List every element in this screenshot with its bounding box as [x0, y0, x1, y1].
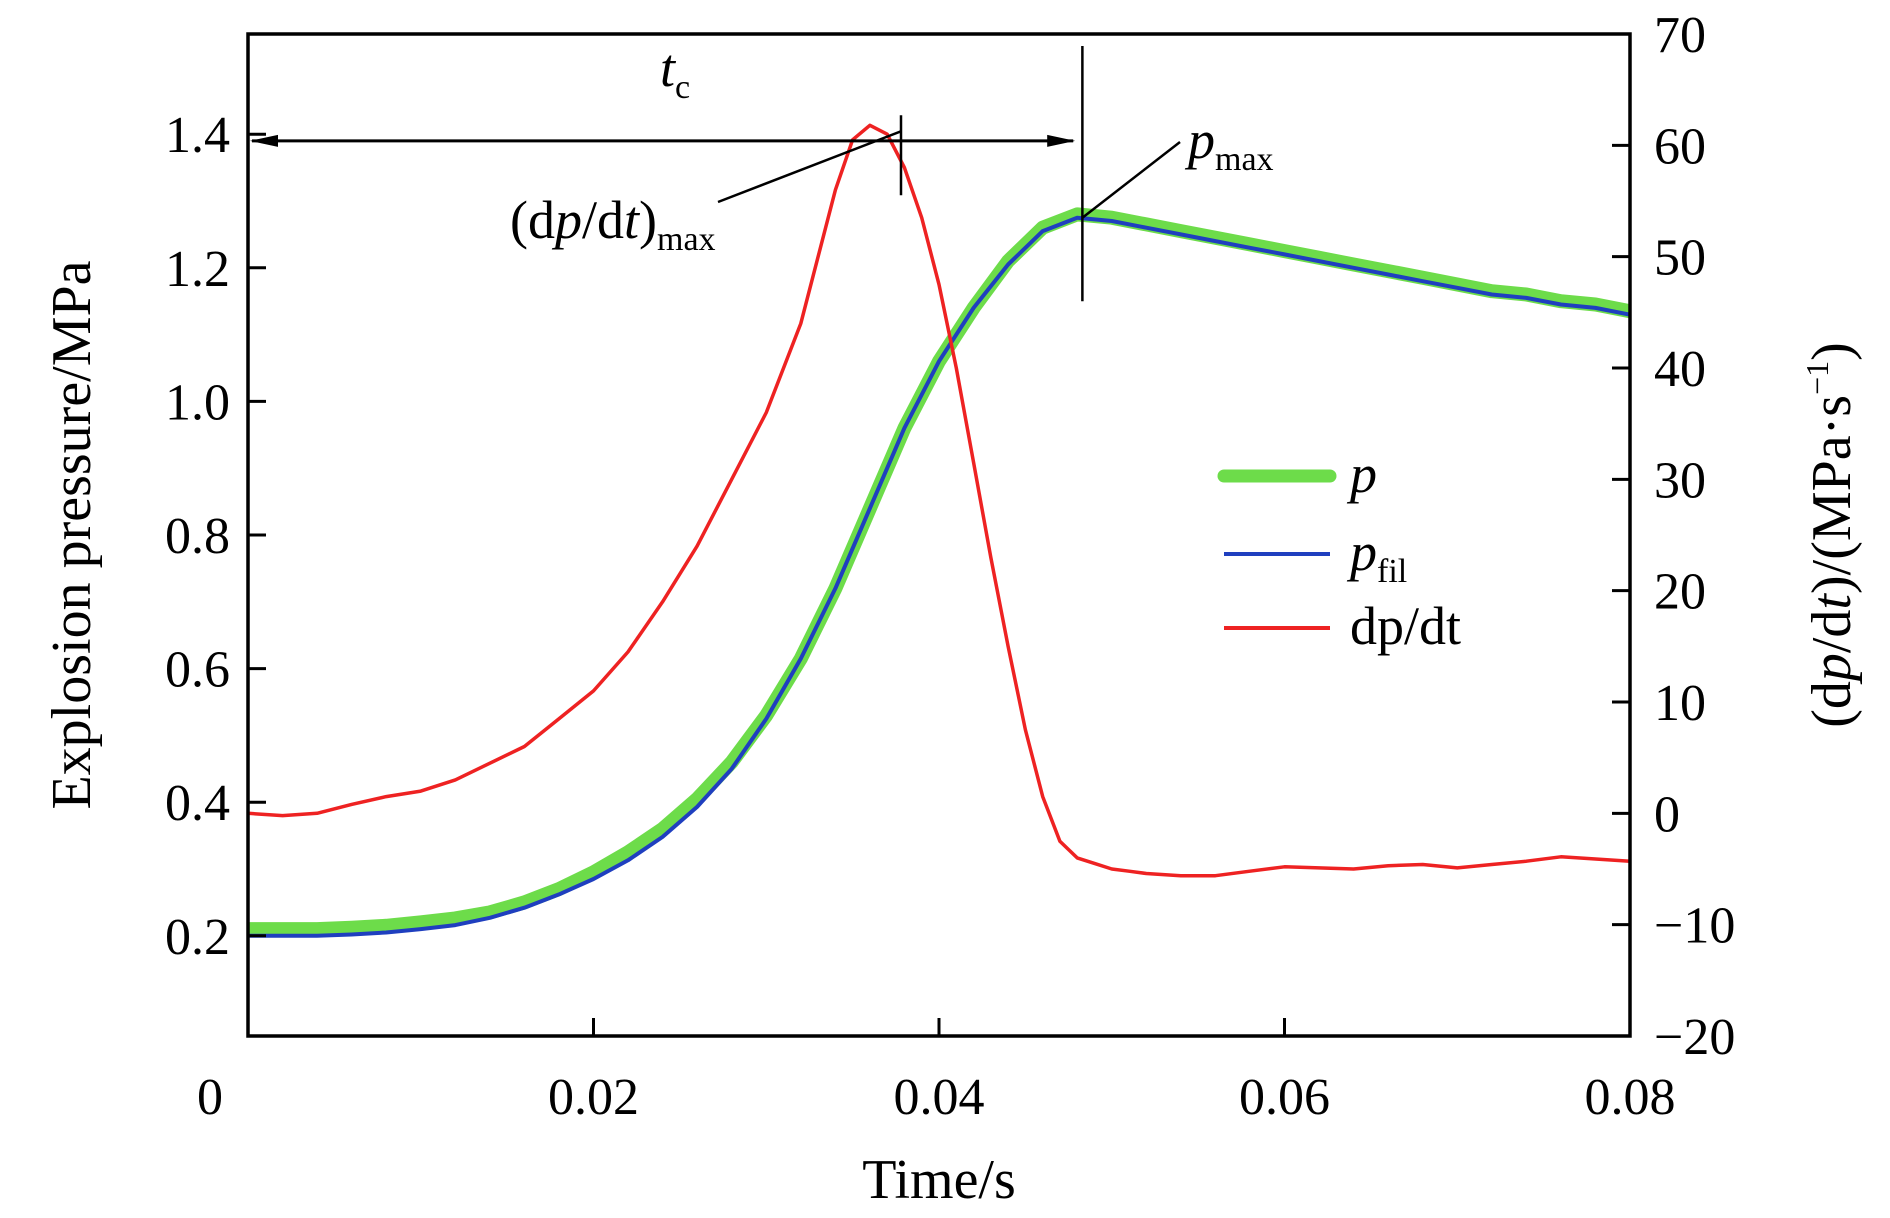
pmax-leader-line	[1081, 141, 1181, 219]
tc-arrow-head-right	[1047, 134, 1076, 147]
y-right-tick-label: 20	[1654, 564, 1706, 621]
y-right-axis-title: (dp/dt)/(MPa·s−1)	[1799, 342, 1863, 728]
y-right-tick-label: 0	[1654, 786, 1680, 843]
y-left-tick-label: 0.2	[165, 909, 230, 966]
legend: p pfil dp/dt	[1217, 444, 1461, 656]
y-right-tick-label: −10	[1654, 898, 1735, 955]
y-left-tick-label: 1.4	[165, 107, 230, 164]
x-tick-label: 0	[197, 1069, 223, 1126]
pmax-label: pmax	[1184, 110, 1274, 178]
y-right-tick-label: 60	[1654, 118, 1706, 175]
y-left-tick-label: 1.0	[165, 374, 230, 431]
y-left-axis-ticks: 0.2 0.4 0.6 0.8 1.0 1.2 1.4	[165, 107, 266, 966]
legend-label-dpdt: dp/dt	[1350, 596, 1461, 656]
y-left-tick-label: 0.4	[165, 775, 230, 832]
dpdt-max-label: (dp/dt)max	[510, 190, 716, 258]
legend-label-pfil: pfil	[1346, 522, 1407, 590]
y-left-axis-title: Explosion pressure/MPa	[41, 260, 103, 809]
series-line-p-fil	[248, 215, 1630, 938]
x-tick-label: 0.08	[1585, 1069, 1676, 1126]
y-right-tick-label: 40	[1654, 341, 1706, 398]
x-tick-label: 0.04	[894, 1069, 985, 1126]
series-line-dp-dt	[248, 123, 1630, 878]
series-layer	[248, 123, 1630, 938]
y-left-tick-label: 0.6	[165, 642, 230, 699]
tc-arrow-head-left	[250, 134, 278, 147]
y-left-tick-label: 1.2	[165, 241, 230, 298]
x-tick-label: 0.02	[548, 1069, 639, 1126]
x-tick-label: 0.06	[1239, 1069, 1330, 1126]
x-axis-ticks: 0 0.02 0.04 0.06 0.08	[197, 1018, 1676, 1126]
y-right-axis-ticks: −20 −10 0 10 20 30 40 50 60 70	[1612, 7, 1735, 1066]
y-right-tick-label: −20	[1654, 1009, 1735, 1066]
y-left-tick-label: 0.8	[165, 508, 230, 565]
y-right-tick-label: 10	[1654, 675, 1706, 732]
dpdt-max-leader-line	[717, 130, 902, 204]
annotation-lines	[250, 46, 1181, 302]
tc-label: tc	[660, 38, 690, 106]
x-axis-title: Time/s	[862, 1149, 1016, 1211]
y-right-tick-label: 50	[1654, 230, 1706, 287]
legend-label-p: p	[1346, 444, 1377, 504]
plot-area	[248, 46, 1630, 938]
y-right-tick-label: 30	[1654, 452, 1706, 509]
y-right-tick-label: 70	[1654, 7, 1706, 64]
